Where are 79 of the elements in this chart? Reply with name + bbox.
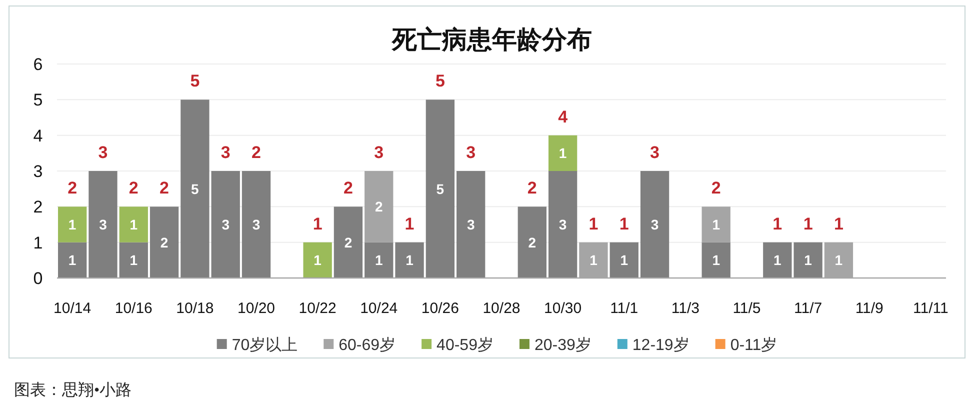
data-label: 1 [68, 252, 76, 268]
chart-title: 死亡病患年龄分布 [391, 26, 592, 54]
total-label: 1 [619, 214, 629, 234]
legend-label: 12-19岁 [632, 336, 690, 354]
data-label: 5 [191, 180, 200, 197]
data-label: 1 [804, 252, 812, 268]
total-label: 2 [343, 178, 353, 198]
total-label: 1 [834, 214, 844, 234]
total-label: 2 [711, 178, 721, 198]
text: 图表：思翔•小路 [14, 381, 132, 399]
legend-label: 40-59岁 [436, 336, 494, 354]
total-label: 2 [160, 178, 170, 198]
total-label: 1 [772, 214, 782, 234]
data-label: 1 [620, 252, 628, 268]
x-tick-label: 10/24 [360, 300, 398, 317]
data-label: 3 [650, 216, 659, 232]
data-label: 2 [160, 234, 168, 250]
data-label: 2 [344, 234, 352, 250]
y-tick-label: 3 [33, 162, 43, 181]
x-tick-label: 11/3 [671, 300, 700, 317]
data-label: 2 [374, 198, 383, 215]
y-tick-label: 6 [33, 55, 43, 74]
data-label: 1 [314, 252, 322, 268]
total-label: 1 [588, 214, 598, 234]
y-tick-label: 5 [33, 90, 43, 110]
total-label: 3 [98, 143, 108, 162]
total-label: 3 [220, 143, 230, 162]
data-label: 3 [466, 216, 475, 232]
y-tick-label: 2 [33, 198, 43, 217]
data-label: 1 [130, 216, 138, 232]
data-label: 1 [834, 252, 843, 268]
data-label: 1 [774, 252, 782, 268]
x-tick-label: 10/16 [114, 300, 152, 317]
total-label: 3 [650, 143, 660, 162]
data-label: 3 [558, 216, 567, 232]
total-label: 3 [466, 143, 476, 162]
total-label: 4 [558, 107, 568, 126]
total-label: 3 [374, 143, 384, 162]
x-tick-label: 11/7 [794, 300, 822, 317]
total-label: 1 [312, 214, 322, 234]
total-label: 2 [128, 178, 138, 198]
x-tick-label: 10/18 [176, 300, 214, 317]
legend-label: 20-39岁 [534, 336, 592, 354]
data-label: 1 [712, 252, 720, 268]
y-tick-label: 0 [33, 269, 43, 288]
y-tick-label: 1 [33, 233, 43, 252]
data-label: 1 [68, 216, 76, 232]
legend-label: 60-69岁 [338, 336, 396, 354]
data-label: 1 [712, 216, 720, 232]
total-label: 2 [527, 178, 537, 198]
data-label: 3 [222, 216, 230, 232]
x-tick-label: 10/22 [298, 300, 336, 317]
data-label: 3 [252, 216, 260, 232]
data-label: 5 [436, 180, 444, 197]
data-label: 1 [130, 252, 138, 268]
data-label: 3 [99, 216, 108, 232]
data-label: 1 [590, 252, 598, 268]
x-tick-label: 11/9 [855, 300, 884, 317]
total-label: 5 [190, 72, 200, 91]
x-tick-label: 11/5 [732, 300, 761, 317]
x-tick-label: 11/11 [913, 300, 948, 317]
x-tick-label: 11/1 [610, 300, 638, 317]
y-tick-label: 4 [33, 126, 43, 146]
total-label: 2 [68, 178, 78, 198]
total-label: 1 [404, 214, 414, 234]
legend-label: 0-11岁 [730, 336, 778, 354]
x-tick-label: 10/26 [421, 300, 459, 317]
total-label: 1 [803, 214, 813, 234]
data-label: 2 [528, 234, 536, 250]
x-tick-label: 10/30 [544, 300, 582, 317]
x-tick-label: 10/20 [237, 300, 276, 317]
legend-label: 70岁以上 [232, 336, 298, 354]
x-tick-label: 10/14 [54, 300, 92, 317]
data-label: 1 [558, 145, 567, 162]
total-label: 2 [252, 143, 261, 162]
data-label: 1 [406, 252, 414, 268]
data-label: 1 [374, 252, 383, 268]
total-label: 5 [435, 72, 445, 91]
x-tick-label: 10/28 [482, 300, 520, 317]
